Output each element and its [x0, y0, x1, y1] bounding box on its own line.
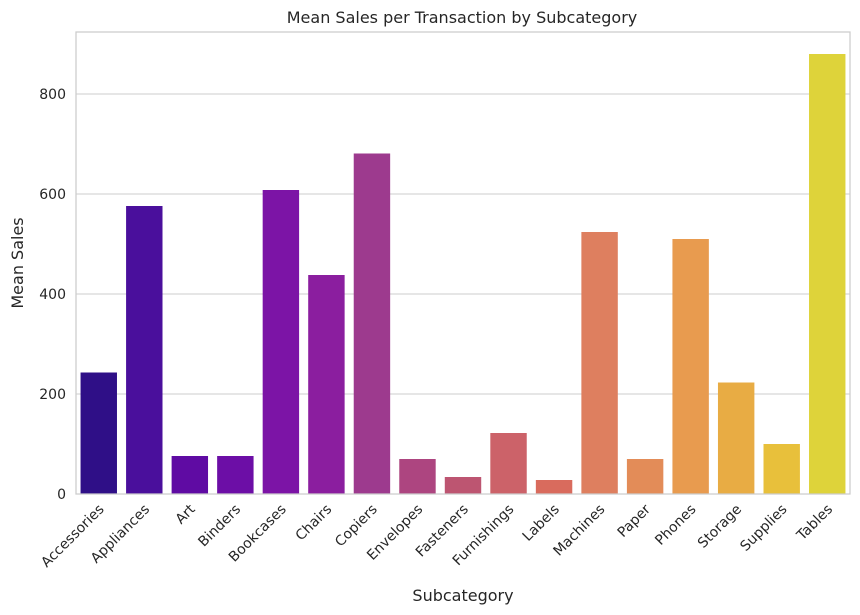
y-tick-label: 0: [57, 487, 66, 503]
x-tick-label: Phones: [652, 502, 699, 549]
bar-accessories: [80, 372, 117, 494]
x-tick-label: Chairs: [293, 502, 336, 545]
x-tick-label: Labels: [520, 502, 563, 545]
x-axis-label: Subcategory: [412, 586, 513, 605]
bar-storage: [717, 382, 755, 494]
bar-phones: [672, 239, 709, 494]
y-tick-label: 800: [39, 87, 66, 103]
x-tick-label: Paper: [615, 501, 655, 541]
x-tick-label: Tables: [793, 502, 836, 545]
y-axis-label: Mean Sales: [8, 217, 27, 308]
bar-machines: [581, 232, 618, 494]
x-tick-label: Supplies: [737, 502, 790, 555]
bar-appliances: [126, 206, 163, 494]
y-tick-label: 600: [39, 187, 66, 203]
bar-labels: [535, 480, 573, 494]
x-tick-label: Art: [173, 501, 199, 527]
bar-supplies: [763, 444, 800, 494]
y-tick-label: 400: [39, 287, 66, 303]
bar-fasteners: [444, 477, 482, 494]
bar-tables: [809, 54, 846, 494]
bar-copiers: [353, 153, 391, 494]
bar-furnishings: [490, 433, 527, 494]
bars: [80, 54, 846, 494]
bar-binders: [217, 456, 254, 494]
y-axis-ticks: 0 200 400 600 800: [39, 87, 66, 503]
y-tick-label: 200: [39, 387, 66, 403]
bar-paper: [626, 459, 664, 494]
bar-envelopes: [399, 459, 436, 494]
bar-art: [171, 456, 209, 494]
bar-chairs: [308, 275, 345, 494]
chart-title: Mean Sales per Transaction by Subcategor…: [287, 8, 638, 27]
bar-bookcases: [262, 190, 300, 494]
plot-frame: [75, 31, 851, 495]
